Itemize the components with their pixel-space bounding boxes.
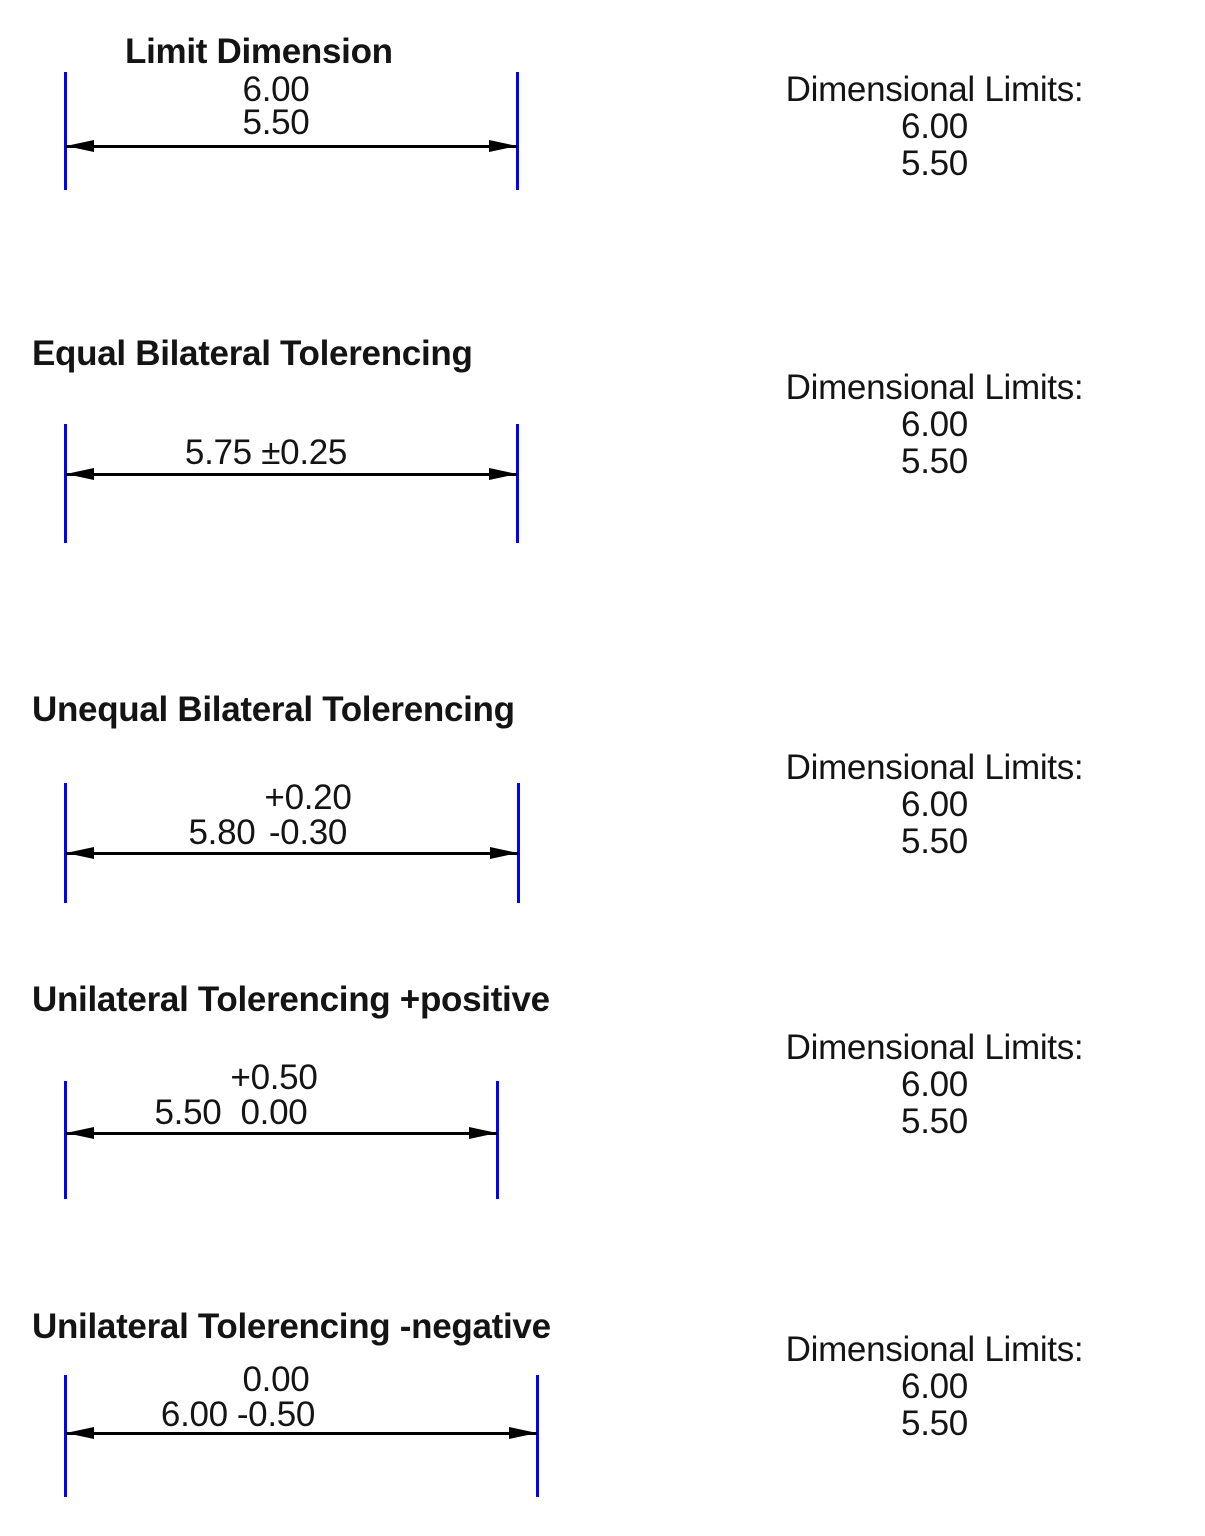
limits-upper: 6.00 xyxy=(901,785,968,824)
dimension-line xyxy=(66,473,517,476)
section-title-limit-dimension: Limit Dimension xyxy=(125,32,393,72)
limits-upper: 6.00 xyxy=(901,107,968,146)
extension-line-right-icon xyxy=(516,424,519,543)
extension-line-left-icon xyxy=(64,424,67,543)
arrowhead-left-icon xyxy=(66,847,94,859)
limits-heading: Dimensional Limits: xyxy=(785,368,1084,407)
limits-heading: Dimensional Limits: xyxy=(785,70,1084,109)
arrowhead-right-icon xyxy=(489,140,517,152)
dimension-line xyxy=(66,145,517,148)
dimension-text: 5.50 +0.50 0.00 xyxy=(155,1060,318,1130)
dimension-line xyxy=(66,852,518,855)
arrowhead-left-icon xyxy=(66,140,94,152)
extension-line-left-icon xyxy=(64,72,67,190)
limits-lower: 5.50 xyxy=(901,1404,968,1443)
dimension-graphic-unilateral-negative: 6.00 0.00 -0.50 xyxy=(64,1362,539,1497)
limits-lower: 5.50 xyxy=(901,822,968,861)
extension-line-left-icon xyxy=(64,1081,67,1199)
tolerance-stack: 0.00 -0.50 xyxy=(236,1360,316,1434)
extension-line-right-icon xyxy=(516,72,519,190)
lower-limit-value: 5.50 xyxy=(242,103,310,142)
dimensional-limits-block: Dimensional Limits: 6.00 5.50 xyxy=(762,1331,1107,1442)
nominal-value: 6.00 xyxy=(160,1395,228,1434)
limits-upper: 6.00 xyxy=(901,405,968,444)
extension-line-left-icon xyxy=(64,783,67,903)
dimension-line xyxy=(66,1432,537,1435)
limits-heading: Dimensional Limits: xyxy=(785,1330,1084,1369)
dimension-graphic-unequal-bilateral: 5.80 +0.20 -0.30 xyxy=(64,780,520,903)
arrowhead-left-icon xyxy=(66,1127,94,1139)
dimensional-limits-block: Dimensional Limits: 6.00 5.50 xyxy=(762,749,1107,860)
arrowhead-right-icon xyxy=(490,847,518,859)
dimension-line xyxy=(66,1132,497,1135)
arrowhead-left-icon xyxy=(66,468,94,480)
tolerance-lower: -0.30 xyxy=(268,813,348,852)
limits-heading: Dimensional Limits: xyxy=(785,748,1084,787)
upper-limit-value: 6.00 xyxy=(242,70,310,109)
tolerance-upper: +0.20 xyxy=(264,778,352,817)
tolerance-stack: +0.50 0.00 xyxy=(230,1060,317,1130)
arrowhead-left-icon xyxy=(66,1427,94,1439)
dimension-graphic-equal-bilateral: 5.75 ±0.25 xyxy=(64,424,519,543)
section-title-equal-bilateral: Equal Bilateral Tolerencing xyxy=(32,334,473,374)
extension-line-left-icon xyxy=(64,1375,67,1497)
extension-line-right-icon xyxy=(496,1081,499,1199)
limits-upper: 6.00 xyxy=(901,1367,968,1406)
tolerance-lower: 0.00 xyxy=(240,1093,308,1132)
nominal-value: 5.80 xyxy=(188,813,256,852)
tolerance-stack: +0.20 -0.30 xyxy=(264,780,351,850)
tolerance-lower: -0.50 xyxy=(236,1395,316,1434)
arrowhead-right-icon xyxy=(489,468,517,480)
dimensional-limits-block: Dimensional Limits: 6.00 5.50 xyxy=(762,369,1107,480)
dimension-text: 5.80 +0.20 -0.30 xyxy=(189,780,352,850)
dimension-text: 5.75 ±0.25 xyxy=(184,433,348,472)
dimension-graphic-unilateral-positive: 5.50 +0.50 0.00 xyxy=(64,1060,499,1199)
dimension-text: 6.00 5.50 xyxy=(242,70,310,142)
limits-heading: Dimensional Limits: xyxy=(785,1028,1084,1067)
section-title-unilateral-negative: Unilateral Tolerencing -negative xyxy=(32,1307,551,1347)
extension-line-right-icon xyxy=(536,1375,539,1497)
tolerance-upper: 0.00 xyxy=(242,1360,310,1399)
dimension-text: 6.00 0.00 -0.50 xyxy=(160,1360,316,1434)
limits-lower: 5.50 xyxy=(901,442,968,481)
dimensional-limits-block: Dimensional Limits: 6.00 5.50 xyxy=(762,1029,1107,1140)
nominal-value: 5.50 xyxy=(154,1093,222,1132)
arrowhead-right-icon xyxy=(469,1127,497,1139)
tolerance-upper: +0.50 xyxy=(230,1058,318,1097)
dimensional-limits-block: Dimensional Limits: 6.00 5.50 xyxy=(762,71,1107,182)
dimension-graphic-limit: 6.00 5.50 xyxy=(64,72,519,190)
limits-lower: 5.50 xyxy=(901,1102,968,1141)
section-title-unilateral-positive: Unilateral Tolerencing +positive xyxy=(32,980,550,1020)
extension-line-right-icon xyxy=(517,783,520,903)
limits-lower: 5.50 xyxy=(901,144,968,183)
section-title-unequal-bilateral: Unequal Bilateral Tolerencing xyxy=(32,690,515,730)
arrowhead-right-icon xyxy=(509,1427,537,1439)
limits-upper: 6.00 xyxy=(901,1065,968,1104)
